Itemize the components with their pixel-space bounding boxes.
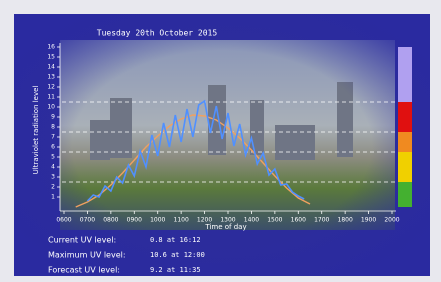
reading-label: Current UV level:	[48, 236, 116, 245]
reading-label: Forecast UV level:	[48, 266, 120, 275]
x-tick-label: 1500	[267, 217, 282, 224]
x-tick-label: 0900	[127, 217, 142, 224]
y-tick-label: 5	[51, 154, 55, 161]
x-tick-label: 0700	[80, 217, 95, 224]
x-axis-label: Time of day	[204, 223, 246, 231]
uv-band	[398, 132, 412, 152]
x-tick-label: 1400	[244, 217, 259, 224]
x-tick-label: 0800	[103, 217, 118, 224]
x-tick-label: 1700	[314, 217, 329, 224]
x-tick-label: 1000	[150, 217, 165, 224]
y-tick-label: 11	[47, 94, 55, 101]
page: {"chart_data": { "type": "line", "title"…	[0, 0, 441, 282]
x-tick-label: 0600	[56, 217, 71, 224]
reading-value: 0.8 at 16:12	[150, 236, 201, 244]
y-axis-label: Ultraviolet radiation level	[32, 86, 40, 175]
y-tick-label: 2	[51, 184, 55, 191]
y-tick-label: 9	[51, 114, 55, 121]
y-tick-label: 13	[47, 74, 55, 81]
y-tick-label: 7	[51, 134, 55, 141]
x-tick-label: 1100	[174, 217, 189, 224]
y-tick-label: 15	[47, 54, 55, 61]
x-tick-label: 2000	[384, 217, 399, 224]
y-tick-label: 10	[47, 104, 55, 111]
uv-band	[398, 152, 412, 182]
y-tick-label: 3	[51, 174, 55, 181]
y-tick-label: 8	[51, 124, 55, 131]
y-tick-label: 14	[47, 64, 55, 71]
uv-band	[398, 102, 412, 132]
reading-value: 10.6 at 12:00	[150, 251, 205, 259]
reading-label: Maximum UV level:	[48, 251, 126, 260]
uv-band	[398, 182, 412, 207]
y-tick-label: 12	[47, 84, 55, 91]
x-tick-label: 1300	[220, 217, 235, 224]
y-tick-label: 1	[51, 194, 55, 201]
uv-band	[398, 47, 412, 102]
x-tick-label: 1900	[361, 217, 376, 224]
x-tick-label: 1200	[197, 217, 212, 224]
y-tick-label: 16	[47, 44, 55, 51]
y-tick-label: 4	[51, 164, 55, 171]
reading-value: 9.2 at 11:35	[150, 266, 201, 274]
chart: Tuesday 20th October 2015 Ultraviolet ra…	[0, 0, 441, 282]
x-tick-label: 1600	[291, 217, 306, 224]
y-tick-label: 6	[51, 144, 55, 151]
x-tick-label: 1800	[338, 217, 353, 224]
chart-title: Tuesday 20th October 2015	[97, 29, 218, 38]
